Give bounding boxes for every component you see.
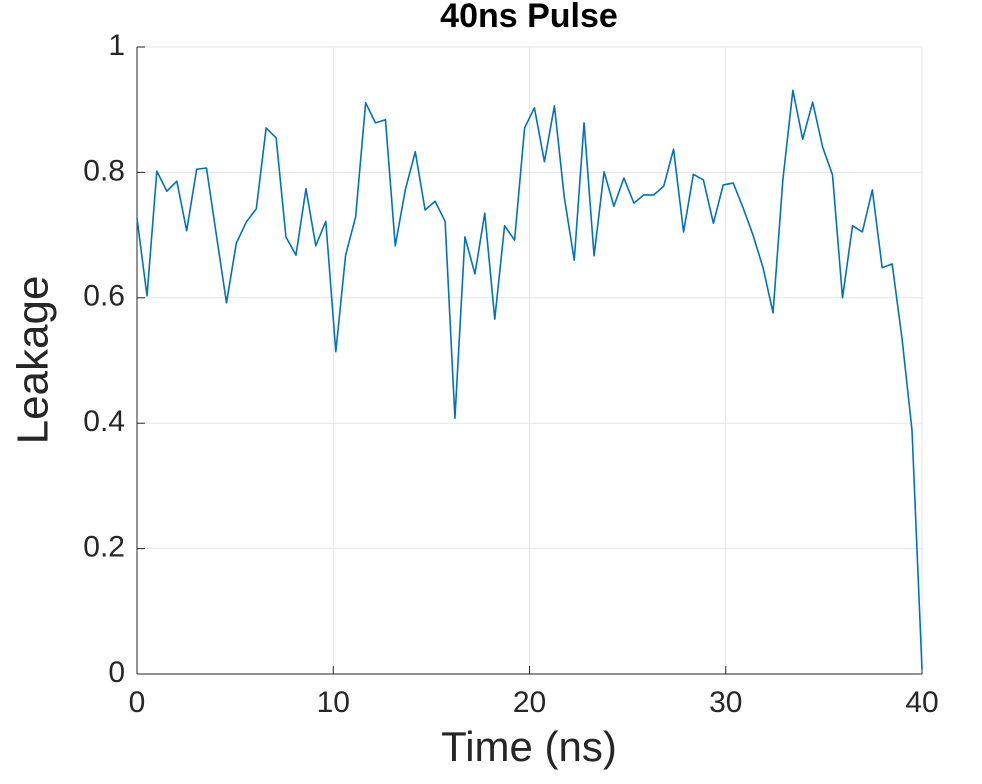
y-tick-label: 0.4 [83,405,125,438]
x-tick-label: 40 [905,686,938,719]
data-line [136,89,923,670]
x-tick-label: 0 [129,686,146,719]
x-tick-label: 30 [709,686,742,719]
y-tick-label: 0 [108,656,125,689]
y-tick-label: 0.6 [83,280,125,313]
y-tick-label: 0.2 [83,531,125,564]
y-axis-label: Leakage [9,276,58,445]
y-tick-label: 0.8 [83,154,125,187]
x-axis-label: Time (ns) [441,723,617,770]
x-tick-label: 10 [317,686,350,719]
chart-title: 40ns Pulse [440,0,618,35]
x-tick-label: 20 [513,686,546,719]
y-tick-label: 1 [108,29,125,62]
